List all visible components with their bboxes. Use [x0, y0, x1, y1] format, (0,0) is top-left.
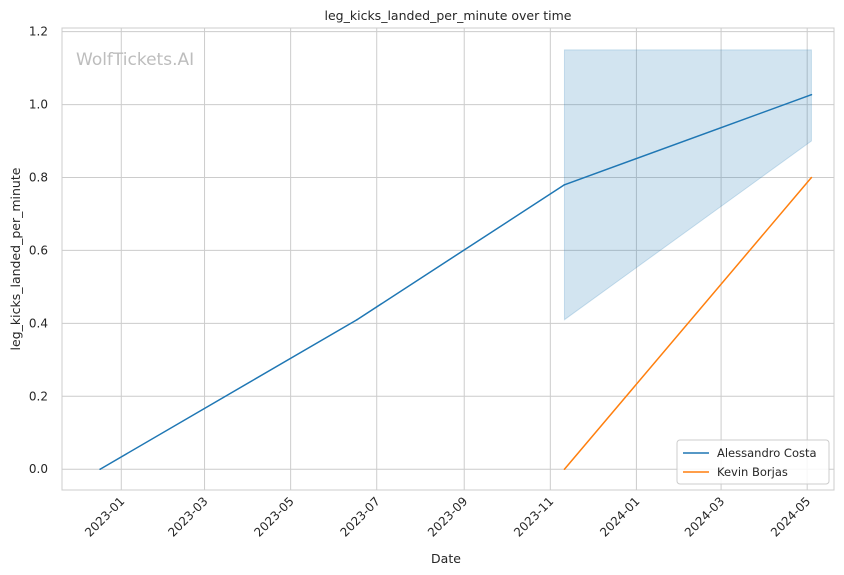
- data-point: [810, 176, 813, 179]
- series-line-1: [563, 177, 812, 470]
- grid: [62, 28, 834, 490]
- chart-title: leg_kicks_landed_per_minute over time: [325, 8, 572, 23]
- x-tick-label: 2023-11: [511, 494, 556, 539]
- y-tick-label: 1.0: [29, 98, 48, 112]
- legend-frame: [676, 439, 830, 485]
- x-tick-label: 2023-05: [251, 494, 296, 539]
- series-lines: [99, 93, 813, 471]
- y-tick-label: 1.2: [29, 25, 48, 39]
- x-tick-label: 2023-09: [425, 494, 470, 539]
- legend-label: Kevin Borjas: [717, 465, 788, 479]
- data-point: [563, 468, 566, 471]
- y-tick-label: 0.8: [29, 171, 48, 185]
- data-point: [563, 183, 566, 186]
- x-tick-label: 2024-03: [682, 494, 727, 539]
- data-point: [356, 318, 358, 321]
- y-tick-label: 0.0: [29, 462, 48, 476]
- x-tick-label: 2024-01: [597, 494, 642, 539]
- y-axis-title: leg_kicks_landed_per_minute: [8, 167, 23, 350]
- y-tick-label: 0.6: [29, 243, 48, 257]
- data-point: [810, 93, 813, 96]
- y-tick-label: 0.4: [29, 316, 48, 330]
- x-tick-label: 2023-03: [165, 494, 210, 539]
- series-line-0: [99, 94, 812, 470]
- x-tick-label: 2023-07: [337, 494, 382, 539]
- y-tick-label: 0.2: [29, 389, 48, 403]
- x-tick-label: 2023-01: [82, 494, 127, 539]
- legend: Alessandro Costa Kevin Borjas: [676, 439, 830, 485]
- legend-label: Alessandro Costa: [717, 446, 817, 460]
- x-axis-title: Date: [431, 551, 461, 566]
- plot-frame: [61, 27, 835, 491]
- data-point: [99, 468, 101, 471]
- watermark: WolfTickets.AI: [76, 50, 194, 70]
- x-tick-label: 2024-05: [768, 494, 813, 539]
